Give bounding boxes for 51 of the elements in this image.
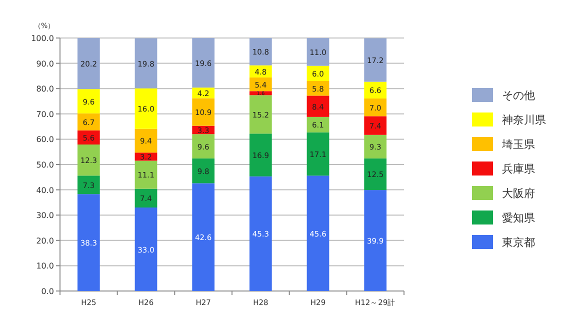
bar — [134, 208, 158, 291]
legend-label: 東京都 — [502, 236, 535, 249]
bar — [364, 190, 387, 291]
y-tick-label: 50.0 — [36, 160, 54, 170]
legend-label: 大阪府 — [502, 187, 535, 200]
bar — [192, 183, 215, 291]
y-tick-label: 60.0 — [36, 135, 54, 144]
bar — [364, 134, 387, 158]
bar — [134, 88, 158, 129]
bar — [134, 38, 158, 88]
bar — [364, 158, 387, 190]
bar — [77, 89, 100, 114]
bar — [77, 144, 100, 176]
bar — [134, 188, 158, 208]
y-tick-label: 80.0 — [36, 84, 54, 94]
legend-label: 愛知県 — [502, 212, 535, 224]
y-tick-label: 0.0 — [41, 287, 54, 296]
bar — [249, 134, 272, 176]
y-tick-label: 90.0 — [36, 59, 54, 68]
bar — [249, 95, 272, 134]
bar — [192, 158, 215, 184]
bar — [192, 134, 215, 158]
bar — [306, 38, 330, 66]
bar — [77, 176, 100, 194]
y-tick-label: 20.0 — [36, 236, 54, 246]
bar — [364, 116, 387, 135]
y-tick-label: 10.0 — [36, 262, 54, 271]
bar — [364, 98, 387, 116]
bar — [249, 38, 272, 66]
bar — [249, 176, 272, 291]
y-tick-label: 40.0 — [36, 186, 54, 195]
bar — [364, 38, 387, 82]
bar — [249, 77, 272, 92]
bar — [192, 98, 215, 126]
bar — [77, 38, 100, 90]
y-tick-label: 70.0 — [36, 110, 54, 119]
legend-label: 神奈川県 — [502, 114, 546, 126]
bar — [134, 128, 158, 153]
y-tick-label: 30.0 — [36, 211, 54, 220]
legend-label: 兵庫県 — [502, 162, 535, 176]
legend-label: 埼玉県 — [501, 138, 535, 151]
bar — [134, 160, 158, 189]
bar — [306, 116, 330, 132]
bar — [192, 38, 215, 88]
bar — [77, 194, 100, 291]
bar — [306, 132, 330, 176]
y-tick-label: 100.0 — [31, 34, 54, 43]
legend-label: その他 — [502, 89, 535, 102]
bar — [77, 113, 100, 130]
bar — [306, 176, 330, 291]
bar — [306, 96, 330, 117]
